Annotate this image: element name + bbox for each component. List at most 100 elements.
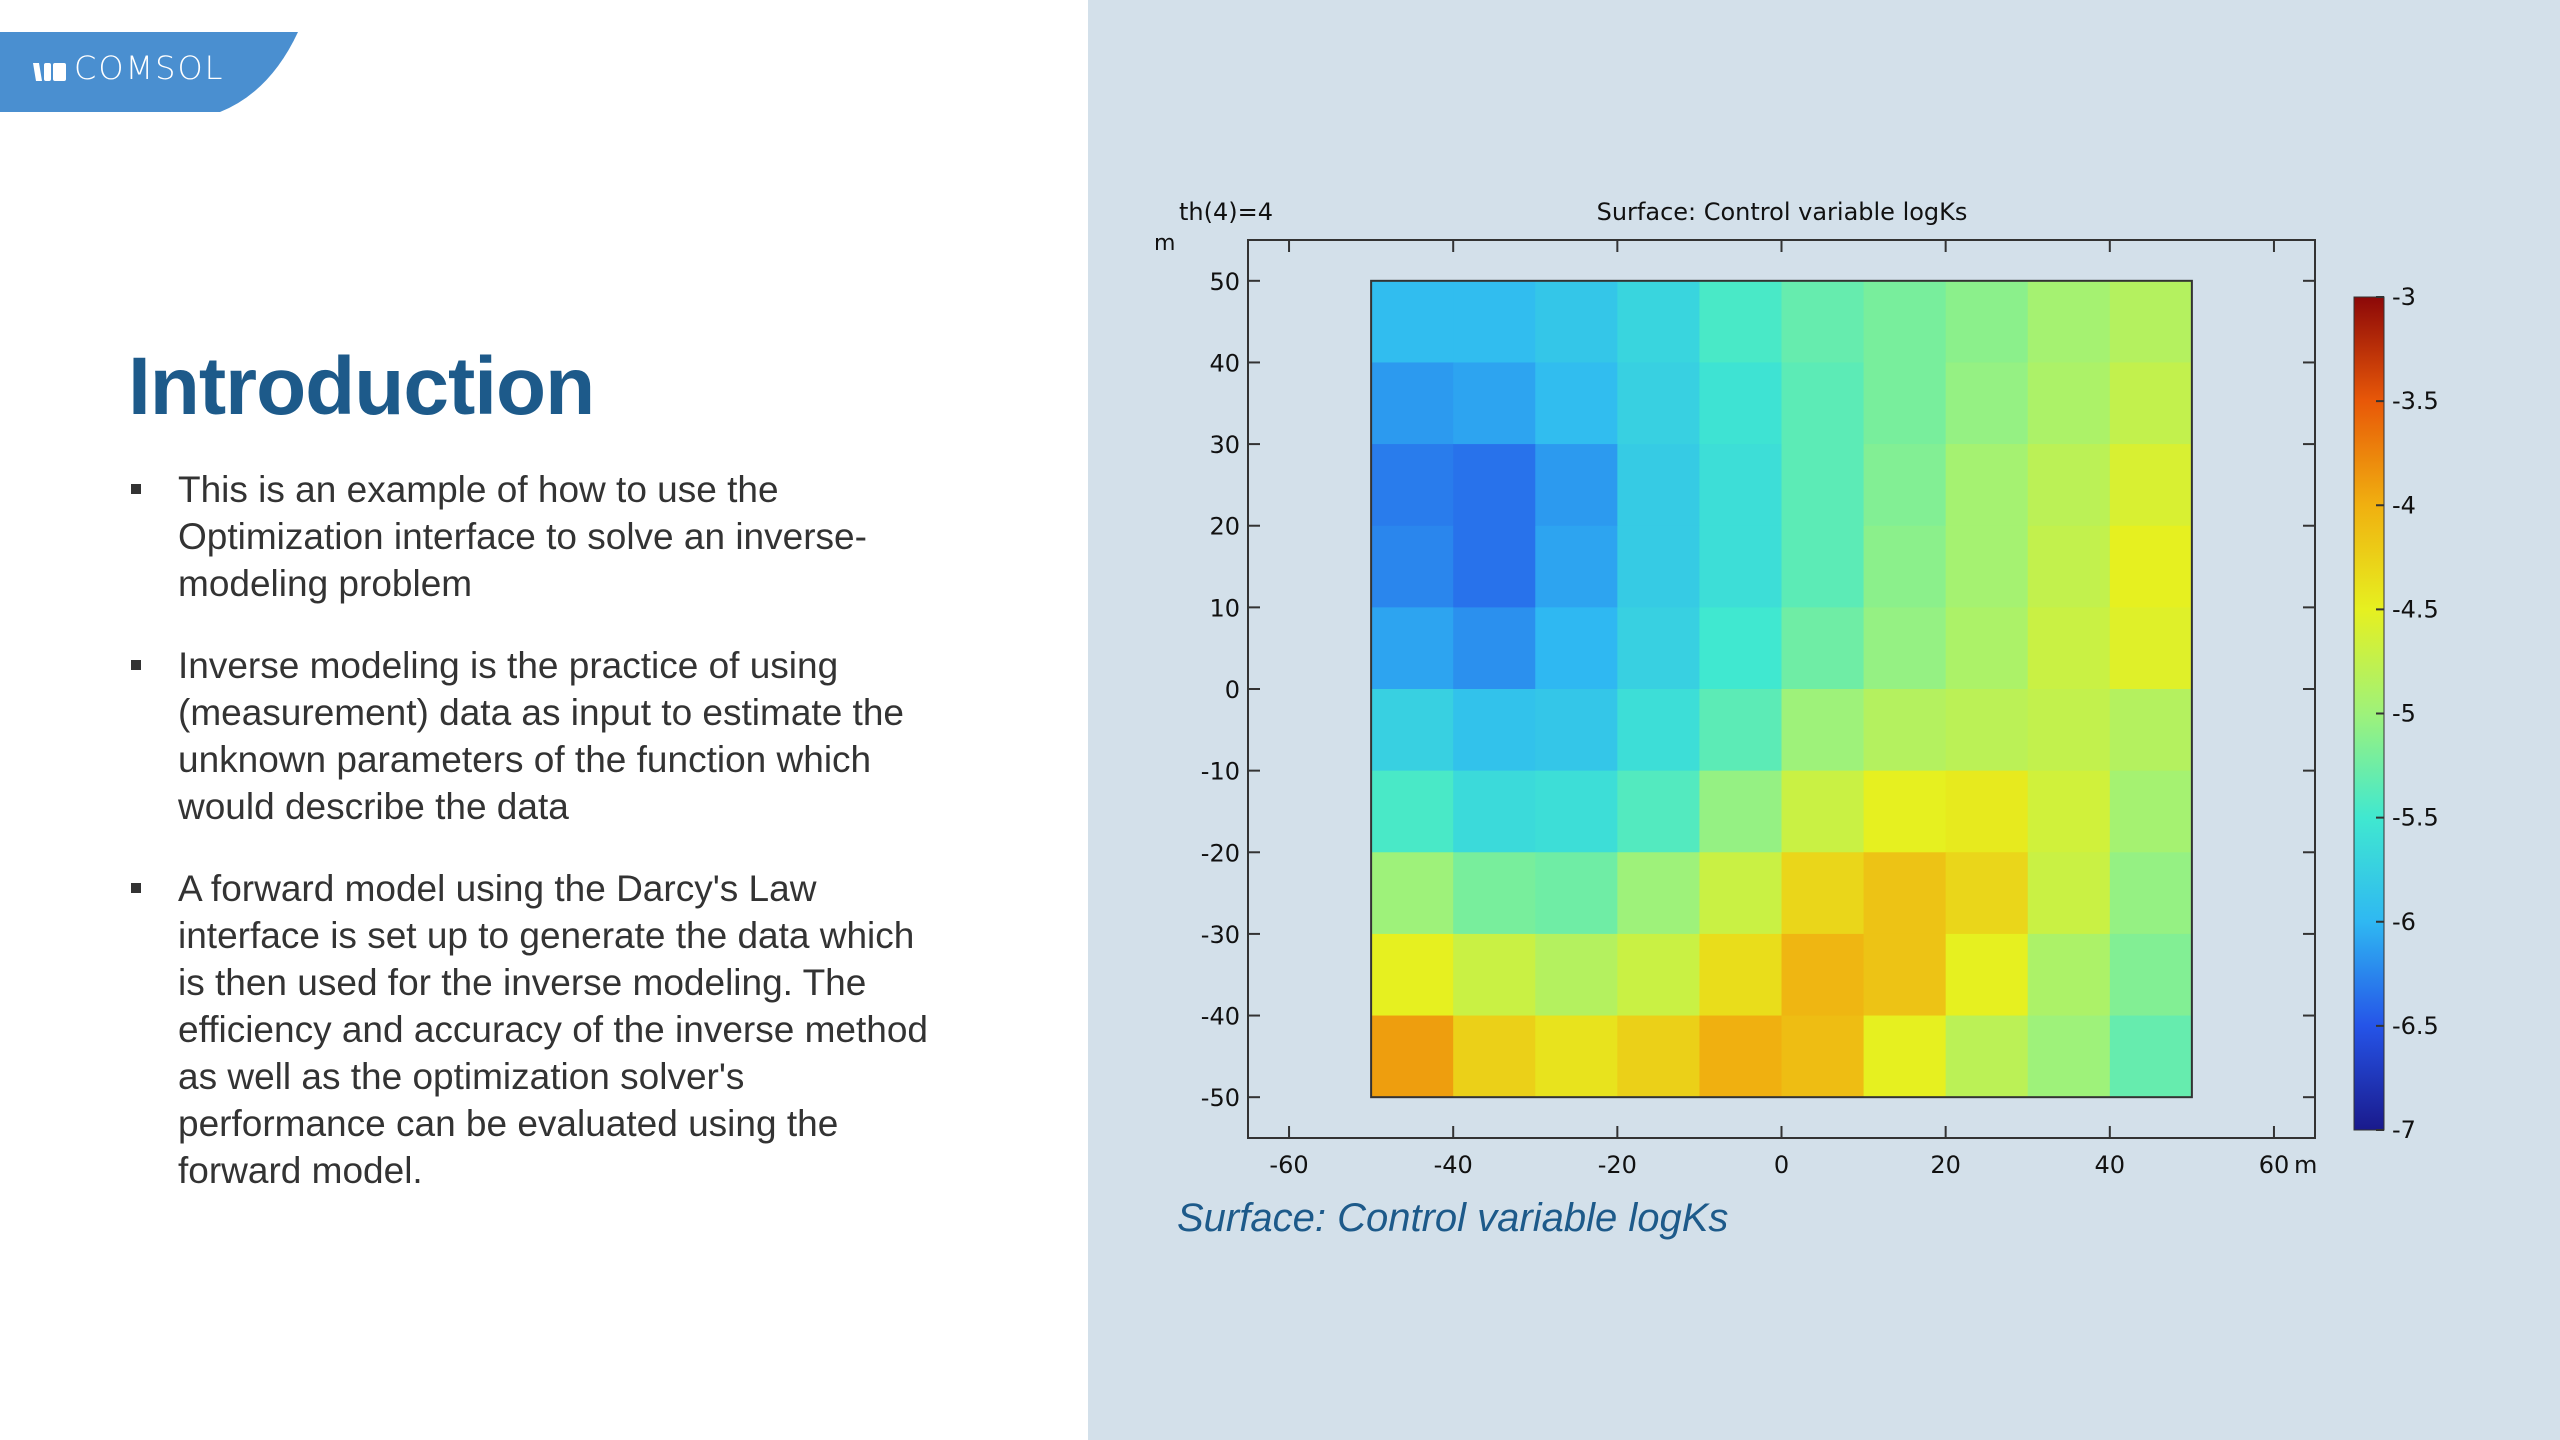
bullet-list: This is an example of how to use the Opt… bbox=[128, 466, 948, 1229]
heatmap-cell bbox=[1371, 933, 1454, 1017]
heatmap-cell bbox=[1781, 933, 1865, 1017]
heatmap-cell bbox=[1617, 933, 1701, 1017]
heatmap-cell bbox=[2109, 1015, 2193, 1098]
heatmap-cell bbox=[1945, 362, 2029, 445]
heatmap-cell bbox=[1699, 362, 1783, 445]
heatmap-cell bbox=[2109, 770, 2193, 853]
heatmap-cell bbox=[1453, 933, 1536, 1017]
heatmap-cell bbox=[1535, 525, 1618, 608]
bullet-item: Inverse modeling is the practice of usin… bbox=[128, 642, 948, 830]
bullet-marker-icon bbox=[131, 660, 141, 670]
y-axis-unit-label: m bbox=[1154, 231, 1175, 256]
heatmap-cell bbox=[1371, 770, 1454, 853]
heatmap-cell bbox=[2027, 1015, 2111, 1098]
bullet-text: A forward model using the Darcy's Law in… bbox=[178, 868, 929, 1191]
heatmap-cell bbox=[1781, 770, 1865, 853]
heatmap-cell bbox=[1371, 689, 1454, 772]
heatmap-cell bbox=[1617, 525, 1701, 608]
heatmap-cell bbox=[2027, 280, 2111, 364]
heatmap-cell bbox=[1453, 852, 1536, 935]
logo-text: COMSOL bbox=[74, 49, 225, 87]
heatmap-cell bbox=[1699, 280, 1783, 364]
bullet-marker-icon bbox=[131, 484, 141, 494]
bullet-item: This is an example of how to use the Opt… bbox=[128, 466, 948, 607]
heatmap-cell bbox=[1535, 362, 1618, 445]
x-tick-label: -60 bbox=[1269, 1151, 1308, 1179]
heatmap-cell bbox=[1945, 280, 2029, 364]
heatmap-cell bbox=[2109, 362, 2193, 445]
x-axis-unit-label: m bbox=[2294, 1151, 2317, 1179]
heatmap-cell bbox=[1863, 444, 1947, 527]
heatmap-cell bbox=[1535, 689, 1618, 772]
heatmap-cell bbox=[2109, 689, 2193, 772]
y-tick-label: 0 bbox=[1225, 676, 1240, 704]
heatmap-cells bbox=[1371, 280, 2193, 1098]
colorbar-tick-label: -4 bbox=[2392, 491, 2416, 519]
heatmap-cell bbox=[1453, 280, 1536, 364]
heatmap-cell bbox=[1535, 1015, 1618, 1098]
y-tick-label: -10 bbox=[1201, 758, 1240, 786]
y-tick-label: 50 bbox=[1209, 268, 1240, 296]
heatmap-cell bbox=[1699, 689, 1783, 772]
heatmap-cell bbox=[1945, 933, 2029, 1017]
heatmap-cell bbox=[1535, 444, 1618, 527]
heatmap-cell bbox=[1699, 770, 1783, 853]
logo-badge bbox=[0, 32, 298, 112]
parameter-label: th(4)=4 bbox=[1179, 198, 1273, 226]
comsol-mark-icon bbox=[33, 63, 66, 81]
heatmap-cell bbox=[1617, 607, 1701, 690]
heatmap-cell bbox=[1863, 607, 1947, 690]
heatmap-cell bbox=[1453, 607, 1536, 690]
colorbar-tick-label: -5 bbox=[2392, 700, 2416, 728]
heatmap-cell bbox=[1617, 852, 1701, 935]
heatmap-cell bbox=[1371, 852, 1454, 935]
colorbar-tick-label: -7 bbox=[2392, 1116, 2416, 1144]
heatmap-chart: th(4)=4 m Surface: Control variable logK… bbox=[1154, 198, 2439, 1179]
bullet-item: A forward model using the Darcy's Law in… bbox=[128, 865, 948, 1194]
heatmap-cell bbox=[1617, 280, 1701, 364]
heatmap-cell bbox=[2027, 607, 2111, 690]
colorbar-tick-label: -6.5 bbox=[2392, 1012, 2439, 1040]
heatmap-cell bbox=[1781, 689, 1865, 772]
heatmap-cell bbox=[1699, 444, 1783, 527]
heatmap-cell bbox=[1535, 770, 1618, 853]
heatmap-cell bbox=[1371, 1015, 1454, 1098]
bullet-text: Inverse modeling is the practice of usin… bbox=[178, 645, 904, 827]
heatmap-cell bbox=[1699, 525, 1783, 608]
heatmap-cell bbox=[1453, 1015, 1536, 1098]
heatmap-cell bbox=[1617, 689, 1701, 772]
colorbar-tick-label: -3.5 bbox=[2392, 387, 2439, 415]
colorbar-tick-label: -3 bbox=[2392, 283, 2416, 311]
heatmap-cell bbox=[1945, 525, 2029, 608]
heatmap-cell bbox=[1453, 525, 1536, 608]
heatmap-cell bbox=[1863, 770, 1947, 853]
heatmap-cell bbox=[2109, 933, 2193, 1017]
chart-title: Surface: Control variable logKs bbox=[1597, 198, 1968, 226]
heatmap-cell bbox=[2027, 933, 2111, 1017]
heatmap-cell bbox=[1617, 444, 1701, 527]
bullet-text: This is an example of how to use the Opt… bbox=[178, 469, 867, 604]
heatmap-cell bbox=[1781, 607, 1865, 690]
heatmap-cell bbox=[2027, 689, 2111, 772]
heatmap-cell bbox=[1453, 362, 1536, 445]
x-tick-label: -40 bbox=[1434, 1151, 1473, 1179]
heatmap-cell bbox=[1535, 933, 1618, 1017]
heatmap-cell bbox=[1781, 280, 1865, 364]
heatmap-cell bbox=[2027, 362, 2111, 445]
heatmap-cell bbox=[1535, 607, 1618, 690]
heatmap-cell bbox=[1371, 280, 1454, 364]
heatmap-cell bbox=[1617, 770, 1701, 853]
y-tick-label: -20 bbox=[1201, 839, 1240, 867]
heatmap-cell bbox=[1371, 525, 1454, 608]
heatmap-cell bbox=[1863, 280, 1947, 364]
x-tick-label: -20 bbox=[1598, 1151, 1637, 1179]
heatmap-cell bbox=[1781, 1015, 1865, 1098]
colorbar-tick-label: -5.5 bbox=[2392, 804, 2439, 832]
heatmap-cell bbox=[1699, 1015, 1783, 1098]
heatmap-cell bbox=[1863, 689, 1947, 772]
heatmap-cell bbox=[1945, 607, 2029, 690]
heatmap-cell bbox=[1617, 1015, 1701, 1098]
heatmap-cell bbox=[1945, 770, 2029, 853]
y-tick-label: 40 bbox=[1209, 349, 1240, 377]
bullet-marker-icon bbox=[131, 883, 141, 893]
